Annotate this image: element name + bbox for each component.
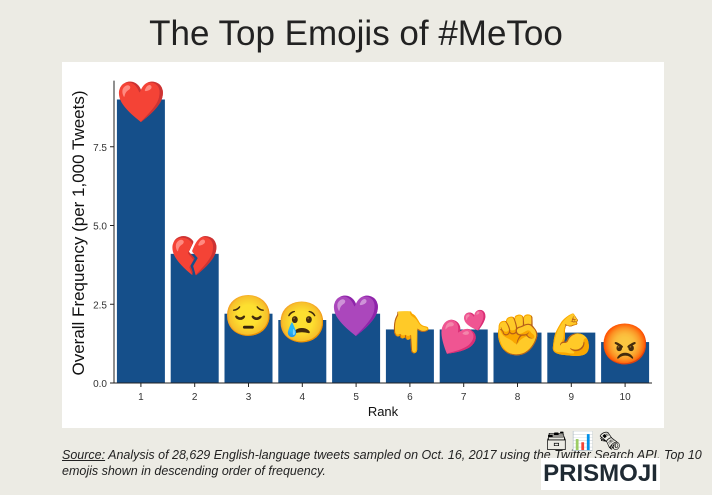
x-tick-label-6: 6 — [407, 392, 413, 403]
bar-10 — [601, 342, 650, 383]
source-label: Source: — [62, 448, 106, 462]
emoji-10: 😡 — [600, 323, 650, 367]
bar-6 — [385, 329, 434, 383]
emoji-9: 💪 — [546, 312, 596, 358]
bar-8 — [493, 332, 542, 383]
emoji-4: 😢 — [277, 301, 327, 345]
x-tick-label-7: 7 — [461, 392, 467, 403]
y-axis-label: Overall Frequency (per 1,000 Tweets) — [69, 90, 88, 375]
prismoji-logo: PRISMOJI — [541, 458, 660, 490]
bar-7 — [439, 329, 488, 383]
emoji-1: ❤️ — [116, 81, 166, 125]
bar-9 — [547, 332, 596, 383]
y-tick-label-2.5: 2.5 — [93, 300, 107, 311]
bar-4 — [278, 320, 327, 383]
x-tick-label-10: 10 — [620, 392, 632, 403]
emoji-7: 💕 — [439, 308, 489, 354]
chart-title: The Top Emojis of #MeToo — [149, 14, 563, 53]
x-tick-label-4: 4 — [300, 392, 306, 403]
chart-panel: ❤️ 1 💔 2 😔 3 😢 4 💜 5 👇 6 💕 7 ✊ 8 💪 9 😡 10 0.0 2.5 5.0 7.5 Rank Ov… — [62, 62, 664, 428]
x-tick-label-3: 3 — [246, 392, 252, 403]
x-tick-label-1: 1 — [138, 392, 144, 403]
y-tick-label-5.0: 5.0 — [93, 222, 107, 233]
x-axis-label: Rank — [368, 404, 399, 419]
y-tick-label-7.5: 7.5 — [93, 143, 107, 154]
emoji-8: ✊ — [493, 314, 543, 359]
x-tick-label-2: 2 — [192, 392, 198, 403]
emoji-5: 💜 — [331, 295, 381, 339]
emoji-6: 👇 — [385, 310, 435, 355]
emoji-3: 😔 — [224, 295, 274, 339]
bar-1 — [116, 99, 165, 383]
x-tick-label-9: 9 — [569, 392, 575, 403]
bar-chart: ❤️ 1 💔 2 😔 3 😢 4 💜 5 👇 6 💕 7 ✊ 8 💪 9 😡 10 0.0 2.5 5.0 7.5 Rank Ov… — [69, 81, 652, 419]
emoji-2: 💔 — [170, 235, 220, 279]
bar-3 — [224, 313, 273, 383]
x-tick-label-8: 8 — [515, 392, 521, 403]
y-tick-label-0.0: 0.0 — [93, 379, 107, 390]
bar-5 — [332, 313, 381, 383]
bar-2 — [170, 253, 219, 383]
logo-icons: 🗃📊🗞 — [545, 431, 626, 451]
x-tick-label-5: 5 — [353, 392, 359, 403]
